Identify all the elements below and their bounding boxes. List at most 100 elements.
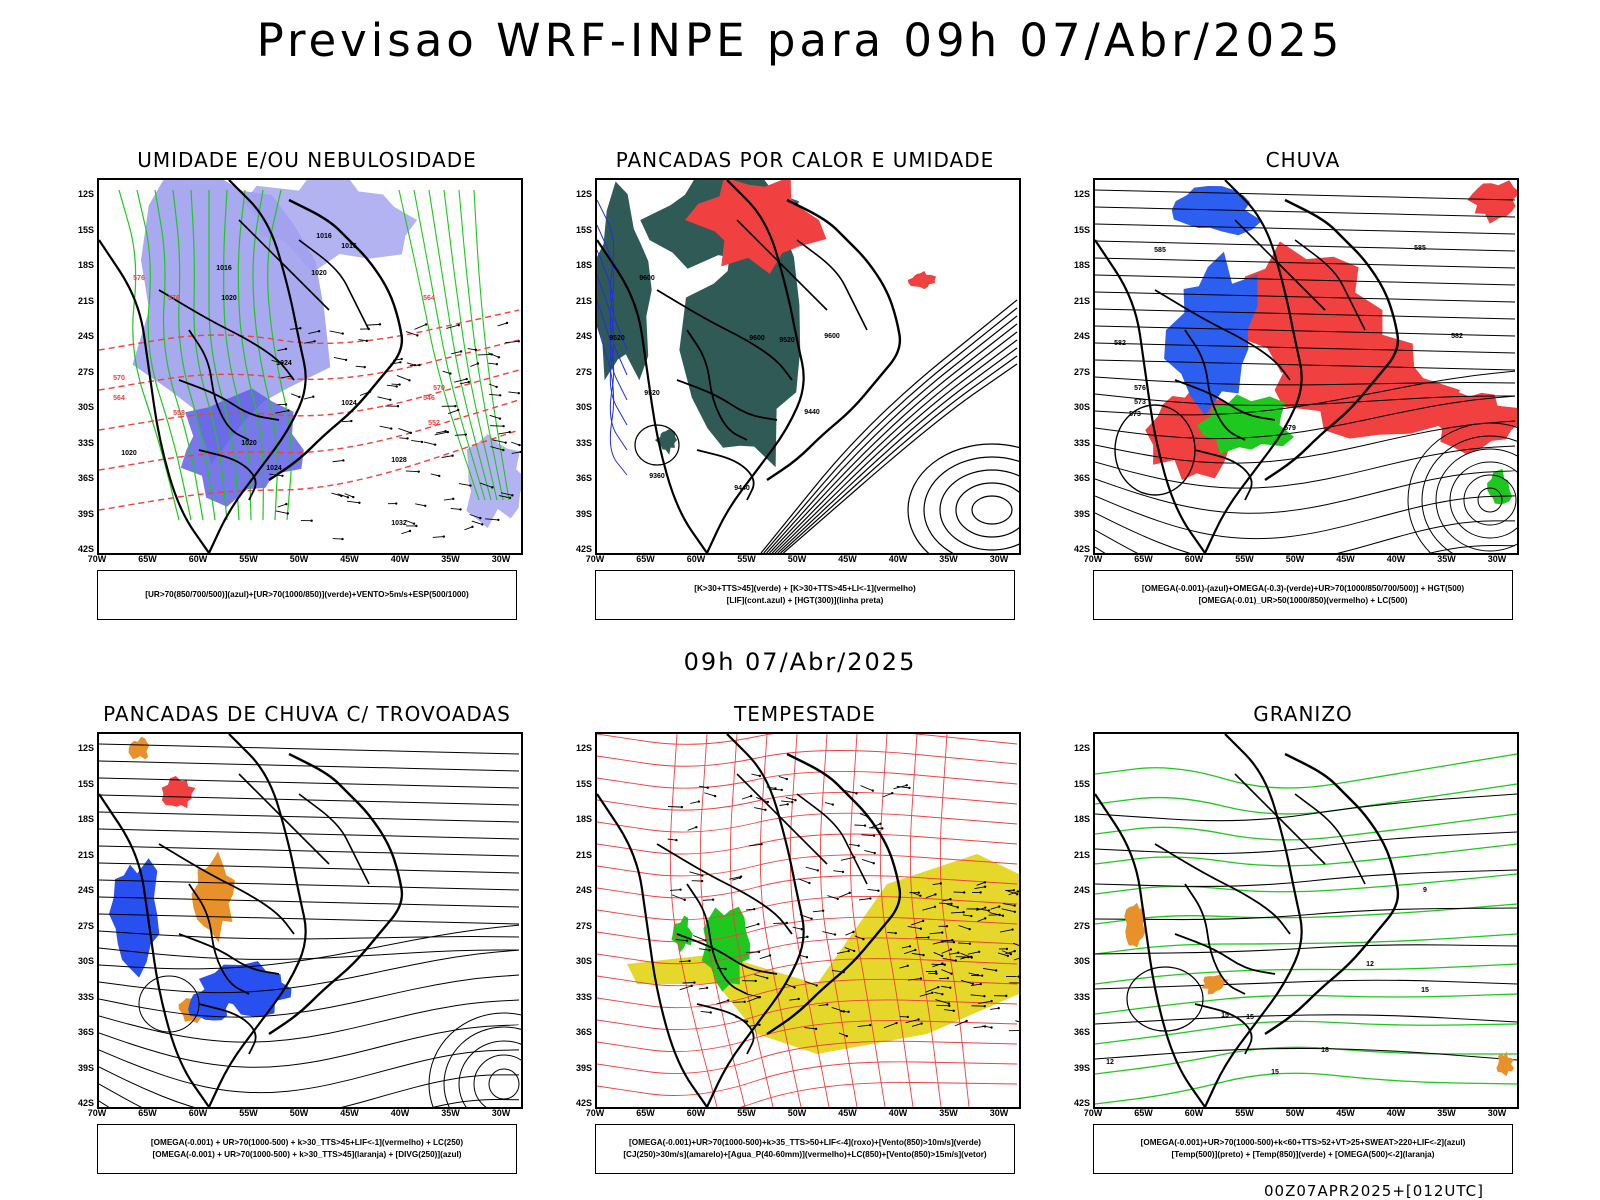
longitude-tick-label: 45W xyxy=(1336,554,1355,564)
latitude-tick-label: 27S xyxy=(1073,920,1090,931)
wind-vector-head xyxy=(983,994,986,998)
wind-vector xyxy=(498,431,510,435)
latitude-tick-label: 21S xyxy=(77,849,94,860)
hgt300-contour xyxy=(766,315,1018,553)
wind-vector xyxy=(792,926,802,930)
panel-legend: [OMEGA(-0.001)+UR>70(1000-500)+k>35_TTS>… xyxy=(595,1124,1015,1174)
wind-vector-head xyxy=(498,417,502,420)
wind-vector xyxy=(488,383,497,388)
wind-vector xyxy=(960,979,973,985)
wind-vector-head xyxy=(927,936,930,939)
wind-vector-head xyxy=(313,340,316,343)
wind-vector-head xyxy=(695,826,698,829)
wind-vector-head xyxy=(363,365,366,369)
hgt300-contour xyxy=(760,299,1018,553)
streamline xyxy=(99,1049,520,1094)
latitude-tick-label: 36S xyxy=(1073,473,1090,483)
wind-vector-head xyxy=(495,362,499,366)
hgt300-contour xyxy=(771,331,1018,553)
temp850-green-contour xyxy=(1095,783,1517,815)
humidity-green-contour xyxy=(190,189,228,521)
humidity-green-contour xyxy=(267,189,292,521)
wind-vector-head xyxy=(914,948,917,952)
wind-vector xyxy=(925,986,939,993)
streamline xyxy=(1095,445,1516,489)
wind-vector xyxy=(275,510,288,514)
wind-vector-head xyxy=(454,404,457,408)
thunder-red-area xyxy=(907,271,937,290)
wind-vector xyxy=(442,370,451,374)
latitude-tick-label: 36S xyxy=(575,473,592,483)
wind-vector-head xyxy=(939,882,943,885)
wind-vector-head xyxy=(758,1023,761,1027)
state-border xyxy=(1184,883,1246,995)
streamline xyxy=(1095,342,1516,354)
wind-vector-head xyxy=(980,974,984,977)
contour-label: 573 xyxy=(1129,411,1141,418)
wind-vector xyxy=(939,902,952,905)
wind-vector-head xyxy=(417,470,420,473)
longitude-tick-label: 70W xyxy=(1083,1108,1103,1118)
wind-vector-head xyxy=(877,889,880,892)
wind-vector xyxy=(500,492,513,496)
longitude-tick-label: 50W xyxy=(1285,1108,1305,1118)
contour-label: 576 xyxy=(168,295,180,302)
longitude-tick-label: 30W xyxy=(491,554,511,564)
latitude-tick-label: 24S xyxy=(77,331,94,341)
longitude-tick-label: 65W xyxy=(1134,1108,1153,1118)
state-border xyxy=(1184,329,1246,441)
hgt300-contour xyxy=(634,424,680,466)
streamline xyxy=(1463,474,1517,526)
contour-label: 582 xyxy=(1114,340,1126,347)
wind-vector xyxy=(430,473,440,477)
wind-vector xyxy=(290,393,300,398)
wind-vector xyxy=(477,353,492,356)
state-border xyxy=(1234,773,1326,865)
wind-vector-head xyxy=(950,902,953,905)
wind-vector-head xyxy=(464,433,467,436)
legend-line: [OMEGA(-0.001)+UR>70(1000-500)+k>35_TTS>… xyxy=(629,1138,981,1147)
wind-vector xyxy=(779,803,788,806)
wind-vector xyxy=(470,363,479,367)
wind-vector-head xyxy=(497,518,500,522)
contour-label: 12 xyxy=(1106,1059,1114,1066)
wind-vector-head xyxy=(424,504,427,507)
thickness-contour xyxy=(99,399,520,471)
wind-vector xyxy=(922,906,936,911)
wind-vector xyxy=(358,339,367,342)
wind-vector-head xyxy=(977,950,981,954)
wind-vector xyxy=(970,983,981,987)
latitude-tick-label: 27S xyxy=(77,920,94,931)
wind-vector xyxy=(342,420,352,423)
wind-vector xyxy=(667,838,677,841)
wind-vector-head xyxy=(1016,893,1019,896)
streamline xyxy=(488,1068,520,1100)
contour-label: 570 xyxy=(113,375,125,382)
contour-label: 9 xyxy=(1423,887,1427,894)
contour-label: 9600 xyxy=(639,275,655,282)
wind-vector xyxy=(679,960,690,963)
wind-vector-head xyxy=(951,938,954,942)
wind-vector-head xyxy=(508,496,512,500)
wind-vector xyxy=(747,996,759,1003)
latitude-tick-label: 24S xyxy=(1073,331,1090,341)
wind-vector-head xyxy=(284,403,288,406)
coastline xyxy=(706,734,805,1107)
wind-vector xyxy=(702,899,714,901)
streamline xyxy=(99,947,520,960)
state-border xyxy=(656,843,793,935)
wind-vector xyxy=(464,526,473,531)
temp500-black-contour xyxy=(1095,1047,1517,1061)
longitude-tick-label: 45W xyxy=(1336,1108,1355,1118)
wind-vector-head xyxy=(863,824,867,827)
rain-red-area xyxy=(1430,389,1517,455)
wind-vector xyxy=(941,949,952,954)
contour-label: 564 xyxy=(423,295,435,302)
wind-vector-head xyxy=(984,906,987,909)
wind-vector-head xyxy=(949,986,952,989)
wind-vector-head xyxy=(766,800,770,804)
wind-vector-head xyxy=(815,984,818,987)
wind-vector-head xyxy=(395,385,398,388)
map-layers xyxy=(99,734,521,1107)
longitude-tick-label: 35W xyxy=(1437,1108,1456,1118)
